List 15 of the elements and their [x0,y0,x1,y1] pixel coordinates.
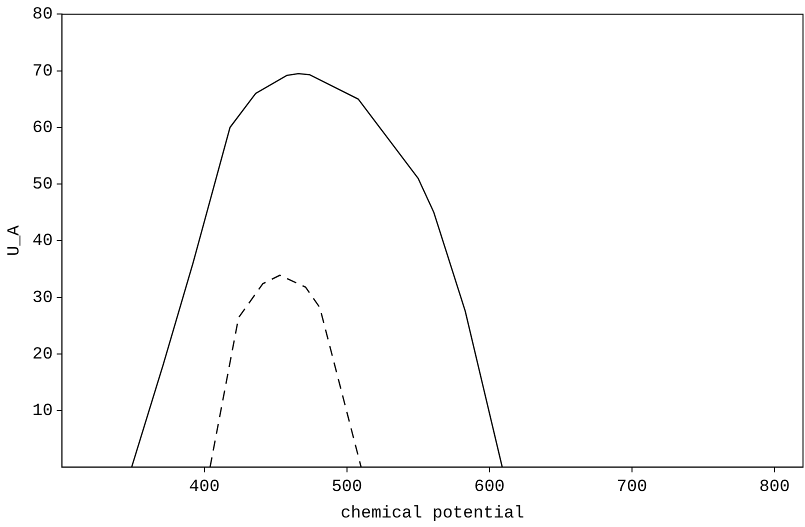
x-tick-label: 700 [616,478,648,497]
y-tick-label: 40 [32,232,53,252]
x-tick-label: 600 [474,478,505,497]
y-tick-label: 80 [32,6,53,25]
y-tick-label: 10 [32,402,53,422]
x-tick-label: 800 [759,478,790,497]
x-axis-title: chemical potential [340,504,524,524]
x-tick-label: 400 [189,478,220,497]
y-tick-label: 50 [32,176,53,195]
y-tick-label: 20 [32,345,53,364]
x-tick-label: 500 [332,478,362,497]
y-axis-title: U_A [6,224,25,256]
y-tick-label: 60 [32,118,53,138]
y-tick-label: 30 [32,288,53,308]
y-tick-label: 70 [32,62,53,82]
